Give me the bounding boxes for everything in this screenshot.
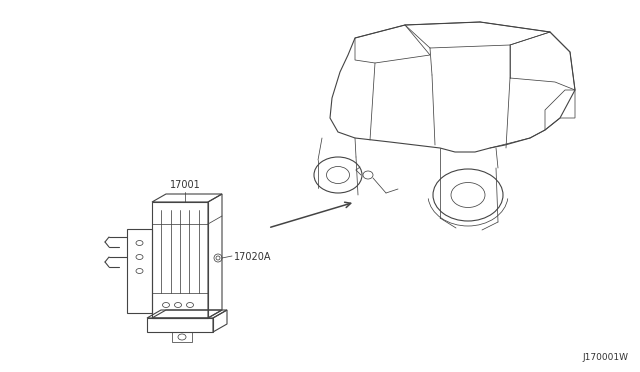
Text: 17001: 17001: [170, 180, 200, 190]
Text: J170001W: J170001W: [582, 353, 628, 362]
Text: 17020A: 17020A: [234, 252, 271, 262]
